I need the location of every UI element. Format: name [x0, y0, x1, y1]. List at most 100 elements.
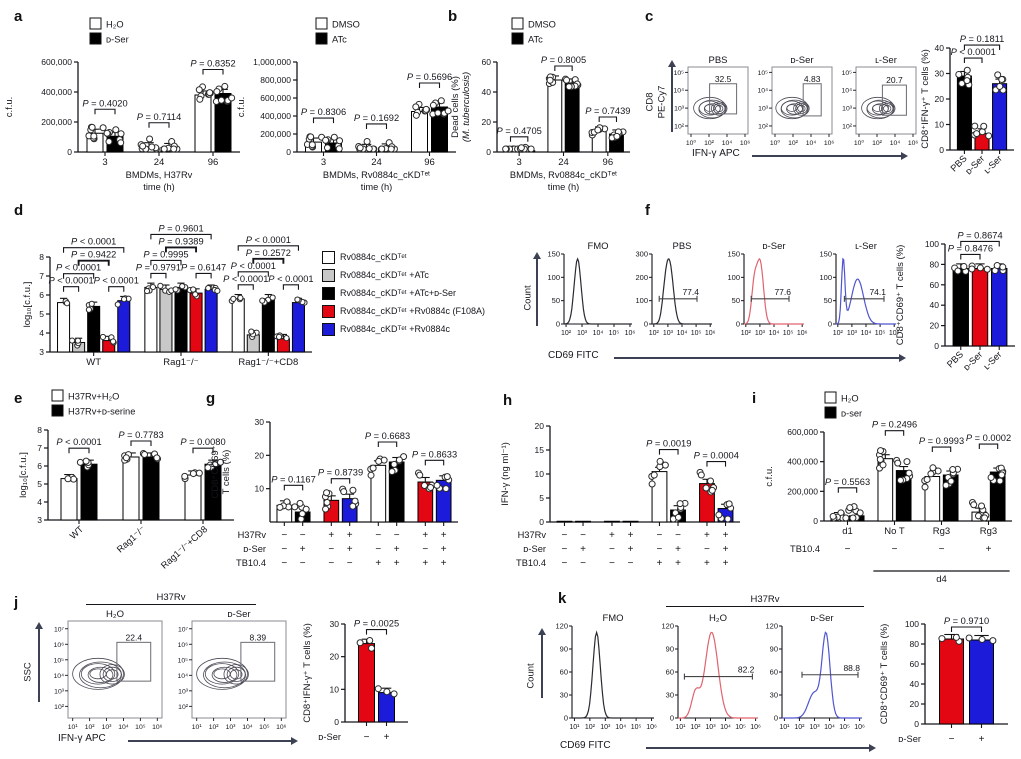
data-point: [298, 510, 306, 518]
data-point: [879, 461, 887, 469]
svg-text:WT: WT: [68, 524, 86, 541]
svg-text:10²: 10²: [794, 724, 805, 731]
panel-c-barchart: 0 10 20 30 40 CD8⁺IFN-γ⁺ T cells (%) P < 0.000…: [898, 14, 1020, 196]
data-point: [63, 300, 71, 307]
panel-k-hist-h2o: H₂O 0 30 60 90 120 10¹ 10² 10³ 10⁴ 10⁵ 10⁶ 82.2: [652, 612, 764, 736]
data-point: [217, 458, 225, 466]
svg-text:time (h): time (h): [548, 182, 580, 192]
data-point: [894, 459, 902, 467]
data-point: [976, 264, 984, 272]
svg-text:P = 0.1811: P = 0.1811: [960, 34, 1005, 44]
data-point: [849, 514, 857, 522]
svg-text:150: 150: [819, 250, 832, 259]
legend-item: Rv0884c_cKDᵀᵉᵗ +ATc: [322, 266, 485, 284]
svg-text:P = 0.5696: P = 0.5696: [407, 72, 452, 82]
svg-text:−: −: [562, 544, 568, 555]
svg-text:4.83: 4.83: [804, 74, 821, 84]
svg-text:Rg3: Rg3: [980, 526, 997, 537]
svg-text:10⁴: 10⁴: [722, 140, 733, 147]
data-point: [968, 265, 976, 273]
svg-text:10⁰: 10⁰: [854, 140, 865, 147]
data-point: [927, 470, 935, 478]
histogram-curve: [572, 630, 654, 719]
svg-text:80: 80: [910, 639, 920, 649]
svg-text:+: +: [347, 530, 353, 541]
data-point: [985, 132, 993, 140]
data-point: [228, 94, 236, 102]
svg-text:3: 3: [517, 157, 522, 168]
svg-text:P = 0.5563: P = 0.5563: [825, 477, 870, 487]
data-point: [942, 481, 950, 489]
svg-text:10³: 10³: [847, 330, 858, 337]
svg-text:+: +: [394, 544, 400, 555]
data-point: [248, 328, 255, 335]
panel-k-yaxis-arrow: [538, 628, 546, 698]
svg-text:10⁶: 10⁶: [824, 140, 835, 147]
panel-f-yaxis-arrow: [533, 252, 541, 326]
panel-g-label: g: [206, 390, 216, 407]
gate: [881, 84, 907, 116]
bar: [952, 267, 969, 347]
data-point: [99, 124, 107, 132]
panel-d-chart: 3 4 5 6 7 8 log₁₀[c.f.u.] P < 0.0001 P < 0.0001 P…: [22, 200, 318, 378]
svg-text:+: +: [675, 558, 681, 569]
contour: [786, 104, 798, 112]
svg-text:−: −: [892, 544, 898, 555]
bar: [122, 456, 140, 521]
data-point: [998, 471, 1006, 479]
svg-text:4: 4: [37, 497, 42, 507]
svg-text:P = 0.9995: P = 0.9995: [143, 249, 188, 259]
svg-text:H₂O: H₂O: [841, 394, 859, 404]
svg-text:P = 0.0019: P = 0.0019: [646, 439, 691, 449]
svg-text:88.8: 88.8: [843, 663, 860, 673]
data-point: [217, 96, 225, 104]
c_dser-svg: ᴅ-Ser 10⁵ 10⁴ 10³ 10² 10⁰ 10² 10⁴ 10⁶ 4.83: [758, 55, 835, 147]
svg-text:−: −: [422, 544, 428, 555]
data-point: [434, 109, 442, 117]
svg-text:20: 20: [930, 321, 940, 331]
svg-text:−: −: [328, 544, 334, 555]
svg-text:Rg3: Rg3: [933, 526, 950, 537]
gate: [709, 83, 738, 115]
data-point: [213, 88, 221, 96]
svg-text:ᴅ-Ser: ᴅ-Ser: [790, 55, 813, 66]
legend-swatch: [322, 286, 335, 300]
svg-text:20: 20: [255, 450, 265, 460]
svg-text:0: 0: [486, 147, 491, 157]
k_fmo-svg: FMO 0 30 60 90 120 10¹ 10² 10³ 10⁴ 10⁵ 10⁶: [555, 613, 657, 731]
svg-text:ᴅ-Ser: ᴅ-Ser: [106, 35, 129, 45]
svg-text:20: 20: [935, 94, 945, 104]
svg-text:10²: 10²: [209, 724, 220, 731]
svg-text:P = 0.8739: P = 0.8739: [318, 468, 363, 478]
svg-text:10⁶: 10⁶: [705, 330, 716, 337]
panel-k-xaxis-label: CD69 FITC: [560, 740, 611, 751]
svg-text:H37Rv: H37Rv: [238, 530, 267, 540]
data-point: [715, 511, 723, 519]
svg-text:0: 0: [939, 145, 944, 155]
svg-text:H₂O: H₂O: [106, 609, 124, 620]
data-point: [842, 514, 850, 522]
svg-text:200,000: 200,000: [787, 486, 818, 496]
data-point: [192, 291, 199, 298]
data-point: [527, 145, 535, 153]
data-point: [378, 145, 386, 153]
data-point: [416, 471, 424, 479]
svg-text:10⁵: 10⁵: [758, 70, 769, 77]
data-point: [336, 137, 344, 145]
svg-text:10²: 10²: [690, 724, 701, 731]
histogram-curve: [835, 257, 896, 325]
legend-label: Rv0884c_cKDᵀᵉᵗ +ATc+ᴅ-Ser: [340, 288, 457, 298]
data-point: [179, 283, 186, 290]
svg-text:10²: 10²: [704, 140, 715, 147]
svg-text:5: 5: [37, 479, 42, 489]
k_dser-svg: ᴅ-Ser 0 30 60 90 120 10¹ 10² 10³ 10⁴ 10⁵ 10⁶ 88.8: [765, 613, 865, 731]
data-point: [676, 500, 684, 508]
svg-text:200,000: 200,000: [260, 129, 291, 139]
panel-k-xaxis-arrow: [646, 744, 876, 752]
legend-swatch: [315, 17, 328, 30]
svg-text:−: −: [562, 558, 568, 569]
data-point: [340, 488, 348, 496]
data-point: [110, 338, 117, 345]
svg-text:10⁵: 10⁵: [842, 70, 853, 77]
svg-text:10⁵: 10⁵: [631, 724, 642, 731]
